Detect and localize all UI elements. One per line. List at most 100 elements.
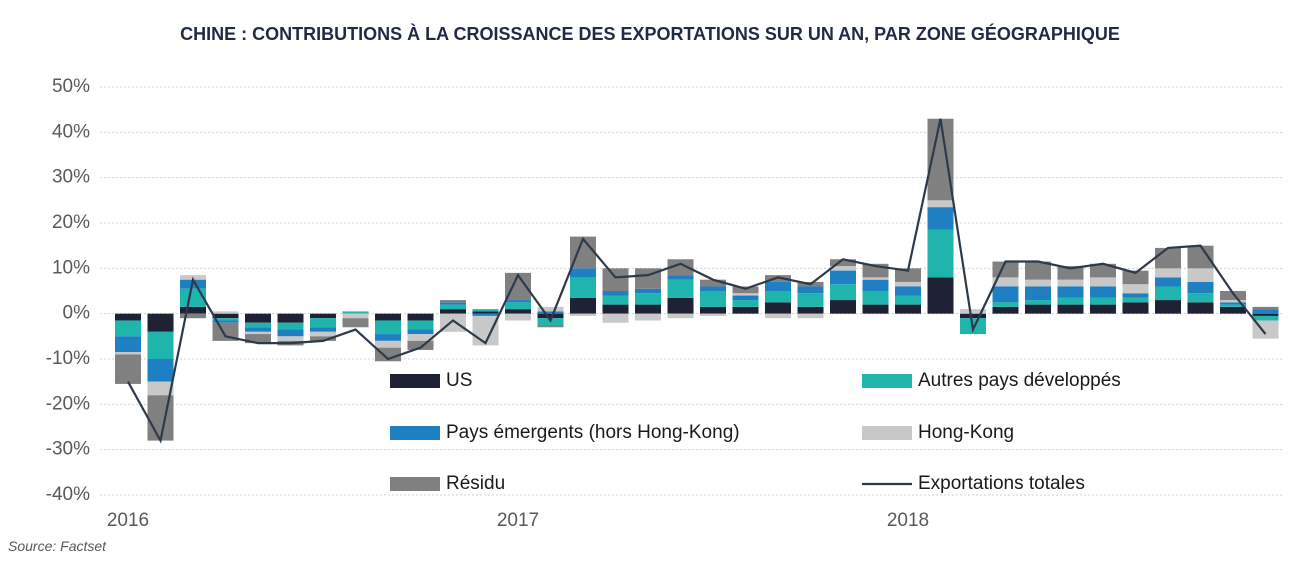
bar-segment	[180, 288, 206, 307]
bar-segment	[1220, 304, 1246, 307]
bar-segment	[1252, 313, 1279, 316]
bar-segment	[472, 313, 499, 316]
bar-segment	[700, 286, 726, 291]
x-tick-label: 2017	[497, 510, 539, 531]
bar-segment	[927, 200, 954, 208]
bar-segment	[1122, 270, 1149, 285]
bar-segment	[1220, 291, 1246, 301]
bar-segment	[505, 300, 531, 303]
legend-swatch	[390, 374, 440, 388]
bar-segment	[342, 318, 369, 328]
bar-segment	[765, 281, 791, 291]
bar-segment	[927, 207, 954, 230]
bar-segment	[310, 331, 336, 337]
bar-segment	[602, 268, 629, 291]
bar-segment	[342, 313, 369, 319]
bar-segment	[700, 313, 726, 316]
bar-segment	[537, 313, 564, 319]
bar-segment	[570, 313, 596, 316]
bar-segment	[537, 325, 564, 328]
bar-segment	[1252, 309, 1279, 314]
legend-swatch	[390, 477, 440, 491]
x-tick-label: 2016	[107, 510, 149, 531]
bar-segment	[245, 313, 271, 323]
legend-label: Autres pays développés	[918, 370, 1121, 391]
bar-segment	[895, 281, 921, 287]
bar-segment	[862, 291, 889, 305]
bar-segment	[1090, 277, 1116, 287]
bar-segment	[895, 268, 921, 282]
bar-segment	[1155, 300, 1181, 314]
bar-segment	[895, 304, 921, 314]
bar-segment	[830, 259, 856, 267]
bar-segment	[342, 311, 369, 314]
bar-segment	[635, 288, 661, 294]
bar-segment	[245, 334, 271, 344]
y-tick-label: 50%	[52, 76, 90, 97]
bar-segment	[602, 313, 629, 323]
bar-segment	[667, 275, 694, 280]
bar-segment	[212, 313, 239, 319]
bar-segment	[212, 311, 239, 314]
bar-segment	[1187, 281, 1214, 294]
bar-segment	[310, 336, 336, 341]
y-tick-label: -40%	[46, 484, 90, 505]
legend-label: Exportations totales	[918, 473, 1085, 494]
bar-segment	[1122, 302, 1149, 314]
y-tick-label: 10%	[52, 257, 90, 278]
legend-label: Pays émergents (hors Hong-Kong)	[446, 422, 740, 443]
bar-segment	[407, 340, 434, 350]
bar-segment	[537, 311, 564, 314]
bar-segment	[1057, 266, 1084, 280]
bar-segment	[732, 306, 759, 314]
bar-segment	[830, 266, 856, 271]
source-note: Source: Factset	[8, 538, 107, 554]
bar-segment	[570, 268, 596, 278]
bar-segment	[830, 270, 856, 285]
bar-segment	[277, 313, 304, 323]
bar-segment	[1025, 304, 1051, 314]
bar-segment	[602, 295, 629, 305]
bar-segment	[375, 334, 401, 341]
legend-swatch	[390, 426, 440, 440]
bar-segment	[1122, 284, 1149, 294]
y-tick-label: 40%	[52, 121, 90, 142]
bar-segment	[635, 293, 661, 305]
bar-segment	[992, 302, 1019, 307]
bar-segment	[407, 320, 434, 330]
bar-segment	[505, 313, 531, 321]
bar-segment	[602, 304, 629, 314]
bar-segment	[505, 302, 531, 310]
bar-segment	[1025, 279, 1051, 287]
bar-segment	[667, 297, 694, 314]
bar-segment	[277, 322, 304, 330]
bar-segment	[407, 334, 434, 341]
bar-segment	[245, 322, 271, 328]
bar-segment	[1220, 306, 1246, 314]
legend-swatch	[862, 374, 912, 388]
bar-segment	[180, 313, 206, 319]
bar-segment	[440, 302, 466, 305]
bar-segment	[732, 295, 759, 301]
bar-segment	[115, 336, 141, 353]
bar-segment	[147, 359, 174, 382]
bar-segment	[700, 306, 726, 314]
bar-segment	[147, 395, 174, 441]
bar-segment	[992, 286, 1019, 303]
bar-segment	[602, 291, 629, 296]
bar-segment	[1155, 268, 1181, 278]
bar-segment	[1025, 261, 1051, 280]
bar-segment	[765, 302, 791, 314]
bar-segment	[1187, 302, 1214, 314]
y-tick-label: 30%	[52, 167, 90, 188]
bar-segment	[667, 279, 694, 298]
bar-segment	[472, 311, 499, 314]
bar-segment	[797, 286, 824, 294]
bar-segment	[1057, 279, 1084, 287]
bar-segment	[245, 331, 271, 335]
bar-segment	[1155, 247, 1181, 269]
bar-segment	[375, 313, 401, 321]
bar-segment	[1090, 304, 1116, 314]
y-tick-label: -20%	[46, 393, 90, 414]
